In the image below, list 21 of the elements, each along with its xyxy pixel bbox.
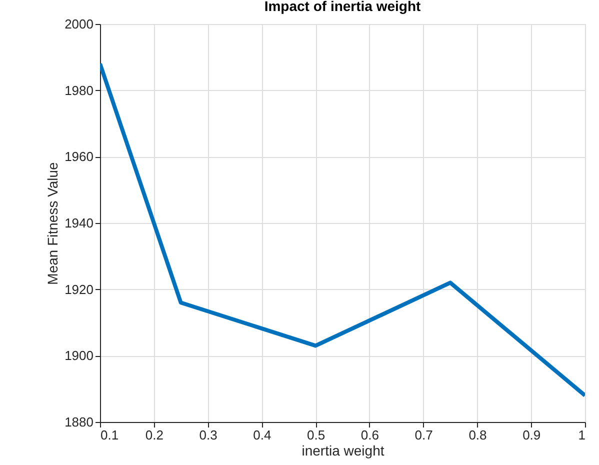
y-tick-label: 1960: [64, 149, 94, 164]
line-series: [100, 62, 585, 398]
x-tick-label: 0.1: [100, 428, 119, 442]
x-tick-label: 0.9: [522, 428, 541, 442]
y-tick-label: 1900: [64, 348, 94, 364]
x-tick-label: 1: [578, 428, 586, 442]
y-tick-label: 1940: [64, 216, 94, 230]
x-tick-label: 0.2: [145, 428, 164, 442]
x-tick-label: 0.8: [468, 428, 487, 442]
x-axis-title: inertia weight: [302, 442, 384, 458]
x-tick-label: 0.7: [414, 428, 433, 442]
y-tick-label: 1880: [64, 414, 94, 430]
y-axis-title: Mean Fitness Value: [44, 162, 61, 285]
x-tick-label: 0.5: [307, 428, 326, 442]
chart-title: Impact of inertia weight: [264, 0, 422, 14]
y-tick-label: 1980: [64, 82, 94, 98]
y-tick-label: 1920: [64, 282, 94, 297]
x-tick-label: 0.3: [199, 428, 218, 442]
y-tick-label: 2000: [64, 16, 94, 32]
x-tick-label: 0.4: [253, 428, 272, 442]
x-tick-label: 0.6: [360, 428, 379, 442]
